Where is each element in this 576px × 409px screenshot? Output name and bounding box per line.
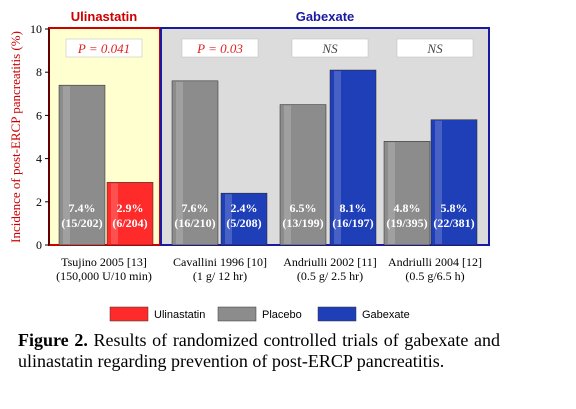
y-tick-label: 6 (36, 108, 42, 122)
pvalue-label: NS (426, 41, 443, 56)
bar-placebo (383, 141, 431, 246)
legend-label-ulinastatin: Ulinastatin (154, 309, 205, 321)
bar-count-label: (13/199) (282, 216, 323, 230)
y-tick-label: 2 (36, 195, 42, 209)
bar-highlight (334, 71, 341, 244)
pvalue-box (181, 38, 259, 58)
legend-label-placebo: Placebo (262, 309, 302, 321)
x-category-label: (0.5 g/6.5 h) (405, 269, 464, 283)
pvalue-box (291, 38, 369, 58)
bar-count-label: (16/210) (174, 216, 215, 230)
bar-gabexate (430, 119, 478, 246)
bar-highlight (225, 194, 232, 244)
pvalue-box (65, 38, 143, 58)
x-category-label: Tsujino 2005 [13] (61, 255, 147, 269)
bar-ulinastatin (106, 182, 154, 246)
bar-highlight (111, 183, 118, 244)
y-tick-label: 4 (36, 152, 42, 166)
chart: Ulinastatin Gabexate 0 2 4 6 8 10 Incidence of p… (8, 9, 490, 322)
bar-count-label: (6/204) (112, 216, 147, 230)
bar-count-label: (22/381) (433, 216, 474, 230)
pvalue-label: P = 0.041 (77, 41, 130, 56)
bar-gabexate (329, 69, 377, 246)
bar-value-label: 2.4% (231, 201, 258, 215)
y-tick-label: 8 (36, 65, 42, 79)
x-category-label: (1 g/ 12 hr) (193, 269, 247, 283)
bar-highlight (284, 105, 291, 244)
bar-count-label: (19/395) (386, 216, 427, 230)
bar-count-label: (15/202) (61, 216, 102, 230)
figure-caption-text: Results of randomized controlled trials … (18, 330, 500, 371)
figure-caption: Figure 2. Results of randomized controll… (18, 330, 500, 372)
pvalue-label: NS (321, 41, 338, 56)
x-category-label: (0.5 g/ 2.5 hr) (297, 269, 363, 283)
bar-value-label: 8.1% (340, 201, 367, 215)
legend-swatch-gabexate (317, 306, 357, 322)
bar-value-label: 2.9% (117, 201, 144, 215)
pvalue-box (396, 38, 474, 58)
x-category-label: Andriulli 2004 [12] (388, 255, 482, 269)
group-header-gabexate: Gabexate (296, 9, 355, 24)
bar-count-label: (16/197) (332, 216, 373, 230)
bar-gabexate (220, 192, 268, 246)
y-tick-label: 10 (30, 22, 42, 36)
y-axis-title: Incidence of post-ERCP pancreatitis (%) (8, 31, 23, 243)
x-category-label: (150,000 U/10 min) (56, 269, 152, 283)
bar-value-label: 7.6% (182, 201, 209, 215)
x-category-label: Andriulli 2002 [11] (283, 255, 377, 269)
bar-highlight (435, 120, 442, 244)
pvalue-label: P = 0.03 (196, 41, 243, 56)
bar-value-label: 7.4% (69, 201, 96, 215)
y-tick-label: 0 (36, 238, 42, 252)
bar-value-label: 5.8% (441, 201, 468, 215)
legend-swatch-placebo (217, 306, 257, 322)
figure-label: Figure 2. (18, 330, 88, 350)
bar-placebo (58, 84, 106, 246)
bar-placebo (171, 80, 219, 246)
bar-highlight (388, 142, 395, 244)
bar-highlight (63, 86, 70, 244)
bar-value-label: 6.5% (290, 201, 317, 215)
bar-value-label: 4.8% (394, 201, 421, 215)
x-category-label: Cavallini 1996 [10] (173, 255, 267, 269)
bar-highlight (176, 81, 183, 244)
legend-label-gabexate: Gabexate (362, 309, 410, 321)
bar-count-label: (5/208) (226, 216, 261, 230)
bar-placebo (279, 104, 327, 246)
group-header-ulinastatin: Ulinastatin (71, 9, 138, 24)
legend-swatch-ulinastatin (109, 306, 149, 322)
